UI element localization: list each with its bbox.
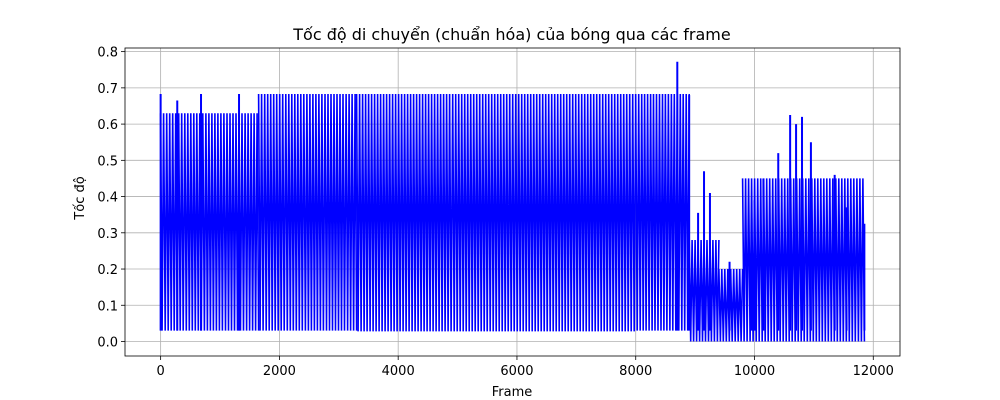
axes-frame: [124, 47, 901, 357]
y-tick-label: 0.6: [97, 118, 118, 133]
series-band: [634, 93, 690, 331]
y-tick-label: 0.8: [97, 46, 118, 61]
x-axis-label: Frame: [492, 385, 533, 400]
x-tick-label: 0: [156, 364, 164, 379]
x-tick-label: 12000: [853, 364, 894, 379]
y-tick-label: 0.1: [97, 299, 118, 314]
y-tick-label: 0.4: [97, 191, 118, 206]
series-band: [257, 93, 358, 331]
x-tick-label: 10000: [734, 364, 775, 379]
series-band: [159, 113, 260, 331]
x-axis-ticks: 0 2000 4000 6000 8000 10000 12000: [156, 356, 894, 379]
y-axis-ticks: 0.0 0.1 0.2 0.3 0.4 0.5 0.6 0.7 0.8: [97, 46, 125, 351]
x-tick-label: 2000: [263, 364, 296, 379]
y-tick-label: 0.0: [97, 336, 118, 351]
x-tick-label: 4000: [382, 364, 415, 379]
y-axis-label: Tốc độ: [73, 176, 88, 220]
x-tick-label: 6000: [500, 364, 533, 379]
plot-area: [159, 61, 866, 342]
y-tick-label: 0.3: [97, 227, 118, 242]
y-tick-label: 0.5: [97, 154, 118, 169]
x-tick-label: 8000: [619, 364, 652, 379]
chart-title: Tốc độ di chuyển (chuẩn hóa) của bóng qu…: [292, 25, 730, 44]
series-band: [718, 268, 744, 342]
series-band: [355, 93, 637, 332]
y-tick-label: 0.2: [97, 263, 118, 278]
y-tick-label: 0.7: [97, 82, 118, 97]
